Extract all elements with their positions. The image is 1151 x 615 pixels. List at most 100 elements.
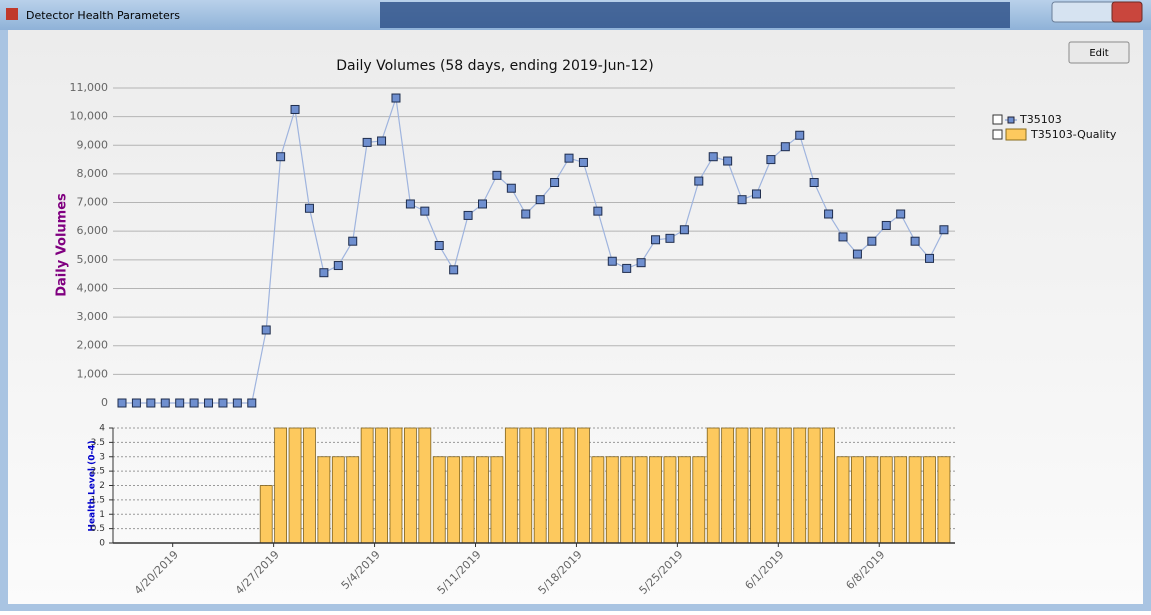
bar xyxy=(274,427,288,544)
bar xyxy=(476,456,489,544)
y-tick-label: 7,000 xyxy=(77,196,109,209)
bar xyxy=(879,456,893,544)
series-line xyxy=(122,97,945,404)
bar xyxy=(836,456,850,544)
bar xyxy=(317,456,331,544)
bar xyxy=(360,427,374,544)
legend-checkbox[interactable] xyxy=(992,129,1003,140)
point xyxy=(881,220,891,230)
point xyxy=(362,137,372,147)
y-tick-label: 0 xyxy=(101,396,108,409)
point xyxy=(766,155,776,165)
bar xyxy=(750,427,763,544)
point xyxy=(218,398,228,408)
point xyxy=(247,398,257,408)
y-axis-label: Health Level (0-4) xyxy=(88,440,98,531)
bar xyxy=(346,456,360,544)
point xyxy=(348,236,358,246)
y-tick-label: 9,000 xyxy=(77,138,109,151)
y-tick-label: 4,000 xyxy=(77,281,109,294)
point xyxy=(535,195,545,205)
point xyxy=(651,235,661,245)
bar xyxy=(735,427,749,544)
bar xyxy=(692,456,706,544)
point xyxy=(622,263,632,273)
y-tick-label: 3,000 xyxy=(77,310,109,323)
y-tick-label: 5,000 xyxy=(77,253,109,266)
point xyxy=(391,93,401,103)
point xyxy=(550,178,560,187)
point xyxy=(160,398,170,408)
point xyxy=(593,206,603,216)
point xyxy=(708,152,718,162)
point xyxy=(420,206,430,216)
bar xyxy=(461,456,475,544)
background-app xyxy=(380,2,1010,28)
point xyxy=(824,209,834,219)
point xyxy=(261,325,271,335)
point xyxy=(449,265,459,275)
point xyxy=(780,142,790,152)
bar xyxy=(605,456,619,544)
legend-checkbox[interactable] xyxy=(992,114,1003,125)
point xyxy=(189,398,199,408)
point xyxy=(521,209,531,219)
y-tick-label: 1,000 xyxy=(77,367,109,380)
y-tick-label: 1 xyxy=(99,510,105,520)
point xyxy=(925,253,935,263)
edit-button[interactable] xyxy=(1068,41,1130,64)
point xyxy=(276,152,286,162)
point xyxy=(694,176,704,186)
point xyxy=(578,157,588,167)
point xyxy=(506,183,516,193)
point xyxy=(146,398,156,408)
y-tick-label: 0 xyxy=(99,539,105,549)
point xyxy=(478,199,487,209)
bar xyxy=(851,456,864,544)
point xyxy=(463,210,473,220)
point xyxy=(492,170,502,180)
bar xyxy=(548,427,561,544)
point xyxy=(304,203,314,213)
point xyxy=(665,233,675,243)
point xyxy=(737,195,747,205)
point xyxy=(564,153,574,163)
point xyxy=(852,249,862,259)
point xyxy=(405,199,415,209)
point xyxy=(232,398,242,408)
point xyxy=(636,258,646,268)
legend: T35103 T35103-Quality xyxy=(992,113,1117,141)
bar xyxy=(663,456,677,544)
bar xyxy=(822,427,835,544)
point xyxy=(607,256,617,266)
bar xyxy=(937,456,951,544)
legend-label: T35103-Quality xyxy=(1030,128,1117,141)
bar xyxy=(778,427,792,544)
bar xyxy=(490,456,504,544)
bar xyxy=(303,427,316,544)
y-tick-label: 6,000 xyxy=(77,224,109,237)
bar xyxy=(389,427,403,544)
bar xyxy=(923,456,936,544)
y-tick-label: 3.5 xyxy=(91,438,105,448)
bar xyxy=(677,456,691,544)
point xyxy=(319,268,329,278)
bar xyxy=(908,456,922,544)
bar xyxy=(620,456,634,544)
y-tick-label: 11,000 xyxy=(70,81,109,94)
y-tick-label: 10,000 xyxy=(70,110,109,123)
y-axis-label: Daily Volumes xyxy=(55,193,70,297)
bar xyxy=(706,427,720,544)
y-tick-label: 1.5 xyxy=(91,495,105,505)
edit-button-label[interactable]: Edit xyxy=(1089,48,1108,59)
bar xyxy=(894,456,908,544)
point xyxy=(175,398,185,408)
y-tick-label: 4 xyxy=(99,424,105,434)
point xyxy=(910,236,920,246)
bar xyxy=(418,427,432,544)
point xyxy=(795,130,805,140)
bar xyxy=(793,427,807,544)
bar xyxy=(865,456,879,544)
close-button[interactable] xyxy=(1111,1,1143,23)
